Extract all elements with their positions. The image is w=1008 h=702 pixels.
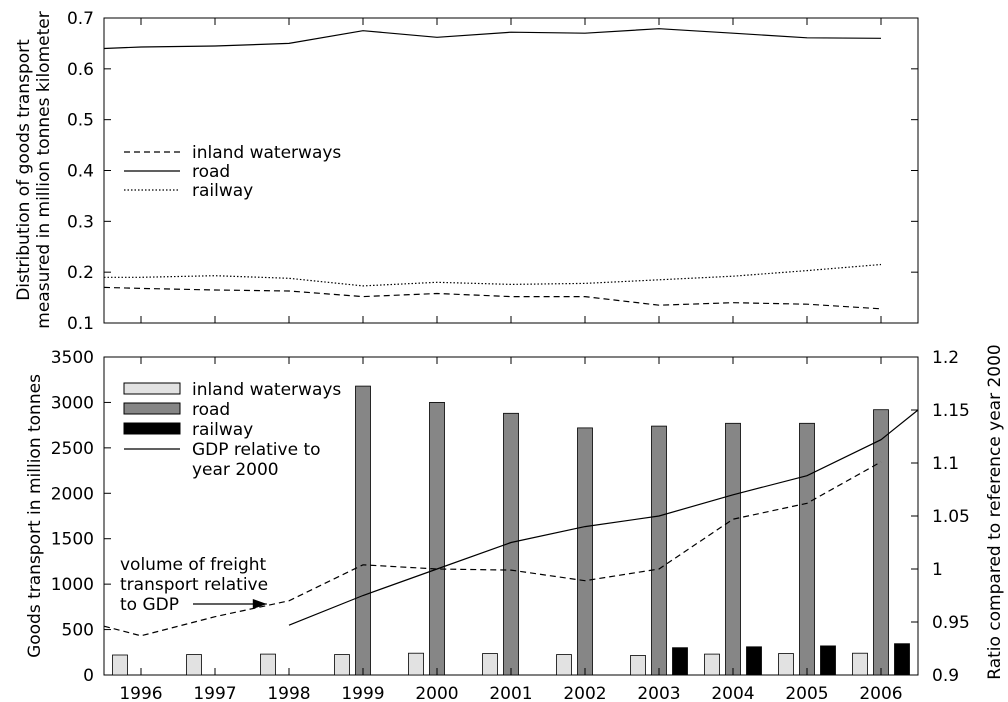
annotation-line-1: volume of freight <box>120 555 267 575</box>
top-x-tick-marks <box>140 18 882 323</box>
top-series-lines <box>103 28 882 310</box>
bottom-line-series <box>103 409 919 637</box>
top-y-axis-label-line-2: measured in million tonnes kilometer <box>34 11 54 328</box>
legend-label-bar-railway: railway <box>192 420 253 440</box>
bottom-y-tick-label: 2500 <box>51 439 94 459</box>
bar-road-2003 <box>651 425 667 676</box>
bottom-x-ticks: 1996 1997 1998 1999 2000 2001 2002 2003 2004 2005… <box>119 357 903 702</box>
bottom-y2-tick-label: 1.05 <box>932 507 970 527</box>
bar-road-1999 <box>355 385 371 676</box>
bar-inland-waterways-1999 <box>334 654 350 676</box>
bar-series <box>112 385 910 676</box>
legend-swatch-bar-railway <box>123 422 181 435</box>
bar-inland-waterways-1996 <box>112 654 128 676</box>
x-tick-label-2003: 2003 <box>637 684 680 702</box>
bar-inland-waterways-2003 <box>630 655 646 676</box>
bar-road-2004 <box>725 422 741 676</box>
bottom-y2-ticks: 0.9 0.95 1 1.05 1.1 1.15 1.2 <box>911 348 970 686</box>
bar-railway-2006 <box>894 643 910 676</box>
annotation-arrowhead <box>252 599 267 609</box>
legend-label-road: road <box>192 162 230 182</box>
top-panel: 0.1 0.2 0.3 0.4 0.5 0.6 0.7 Distribution of go… <box>14 9 919 334</box>
x-tick-label-2005: 2005 <box>785 684 828 702</box>
bottom-y-tick-label: 3000 <box>51 393 94 413</box>
top-y-tick-label: 0.5 <box>67 111 94 131</box>
top-y-tick-label: 0.1 <box>67 314 94 334</box>
bar-road-2000 <box>429 401 445 676</box>
bottom-y2-tick-label: 1 <box>932 560 943 580</box>
top-legend: inland waterways road railway <box>124 143 341 201</box>
line-volume-of-freight-transport-relative-to-gdp <box>103 461 882 637</box>
annotation-line-2: transport relative <box>120 575 268 595</box>
top-y-tick-label: 0.4 <box>67 162 94 182</box>
bar-inland-waterways-2006 <box>852 652 868 676</box>
bottom-y2-axis-label: Ratio compared to reference year 2000 <box>985 344 1005 679</box>
freight-annotation: volume of freight transport relative to … <box>120 555 268 615</box>
bottom-y2-tick-label: 1.1 <box>932 454 959 474</box>
x-tick-label-2001: 2001 <box>489 684 532 702</box>
bottom-y-tick-label: 500 <box>62 621 94 641</box>
bar-inland-waterways-2002 <box>556 654 572 676</box>
x-tick-label-2004: 2004 <box>711 684 754 702</box>
top-series-road <box>103 28 882 50</box>
x-tick-label-1999: 1999 <box>341 684 384 702</box>
legend-label-inland-waterways: inland waterways <box>192 143 341 163</box>
top-series-inland-waterways <box>103 286 882 310</box>
x-tick-label-2000: 2000 <box>415 684 458 702</box>
bottom-legend: inland waterways road railway GDP relati… <box>123 380 341 480</box>
top-series-railway <box>104 263 882 287</box>
legend-swatch-bar-road <box>123 402 181 415</box>
top-y-tick-label: 0.7 <box>67 9 94 29</box>
line-gdp-relative-to-year-2000 <box>288 409 919 626</box>
bottom-y-tick-label: 0 <box>83 666 94 686</box>
x-tick-label-2006: 2006 <box>859 684 902 702</box>
legend-label-gdp-line-2: year 2000 <box>192 460 279 480</box>
bar-inland-waterways-2000 <box>408 652 424 676</box>
top-y-tick-label: 0.6 <box>67 60 94 80</box>
top-y-tick-label: 0.2 <box>67 263 94 283</box>
bar-railway-2004 <box>746 646 762 676</box>
legend-swatch-bar-inland-waterways <box>123 382 181 395</box>
bar-railway-2005 <box>820 645 836 676</box>
bottom-y2-tick-label: 0.95 <box>932 613 970 633</box>
bottom-y2-tick-label: 1.15 <box>932 401 970 421</box>
bar-inland-waterways-2005 <box>778 653 794 676</box>
bar-inland-waterways-1998 <box>260 653 276 676</box>
bar-road-2005 <box>799 422 815 676</box>
top-y-ticks: 0.1 0.2 0.3 0.4 0.5 0.6 0.7 <box>67 9 918 334</box>
bar-road-2006 <box>873 409 889 676</box>
bar-railway-2003 <box>672 647 688 676</box>
annotation-line-3: to GDP <box>120 595 179 615</box>
bar-inland-waterways-2004 <box>704 653 720 676</box>
bar-inland-waterways-1997 <box>186 654 202 676</box>
legend-label-bar-road: road <box>192 400 230 420</box>
bottom-y2-tick-label: 0.9 <box>932 666 959 686</box>
bottom-panel: 0 500 1000 1500 2000 2500 3000 3500 0.9 0.95 1 1.0… <box>25 344 1005 702</box>
x-tick-label-1997: 1997 <box>193 684 236 702</box>
bar-road-2002 <box>577 427 593 676</box>
x-tick-label-2002: 2002 <box>563 684 606 702</box>
bottom-y-tick-label: 2000 <box>51 484 94 504</box>
bar-inland-waterways-2001 <box>482 653 498 676</box>
legend-label-bar-inland-waterways: inland waterways <box>192 380 341 400</box>
bottom-y-axis-label: Goods transport in million tonnes <box>25 374 45 658</box>
bottom-y2-tick-label: 1.2 <box>932 348 959 368</box>
bottom-y-ticks: 0 500 1000 1500 2000 2500 3000 3500 <box>51 348 111 686</box>
x-tick-label-1998: 1998 <box>267 684 310 702</box>
x-tick-label-1996: 1996 <box>119 684 162 702</box>
top-y-tick-label: 0.3 <box>67 212 94 232</box>
bottom-y-tick-label: 1500 <box>51 530 94 550</box>
bottom-y-tick-label: 3500 <box>51 348 94 368</box>
bottom-y-tick-label: 1000 <box>51 575 94 595</box>
legend-label-railway: railway <box>192 181 253 201</box>
top-y-axis-label-line-1: Distribution of goods transport <box>14 39 34 301</box>
legend-label-gdp-line-1: GDP relative to <box>192 440 321 460</box>
